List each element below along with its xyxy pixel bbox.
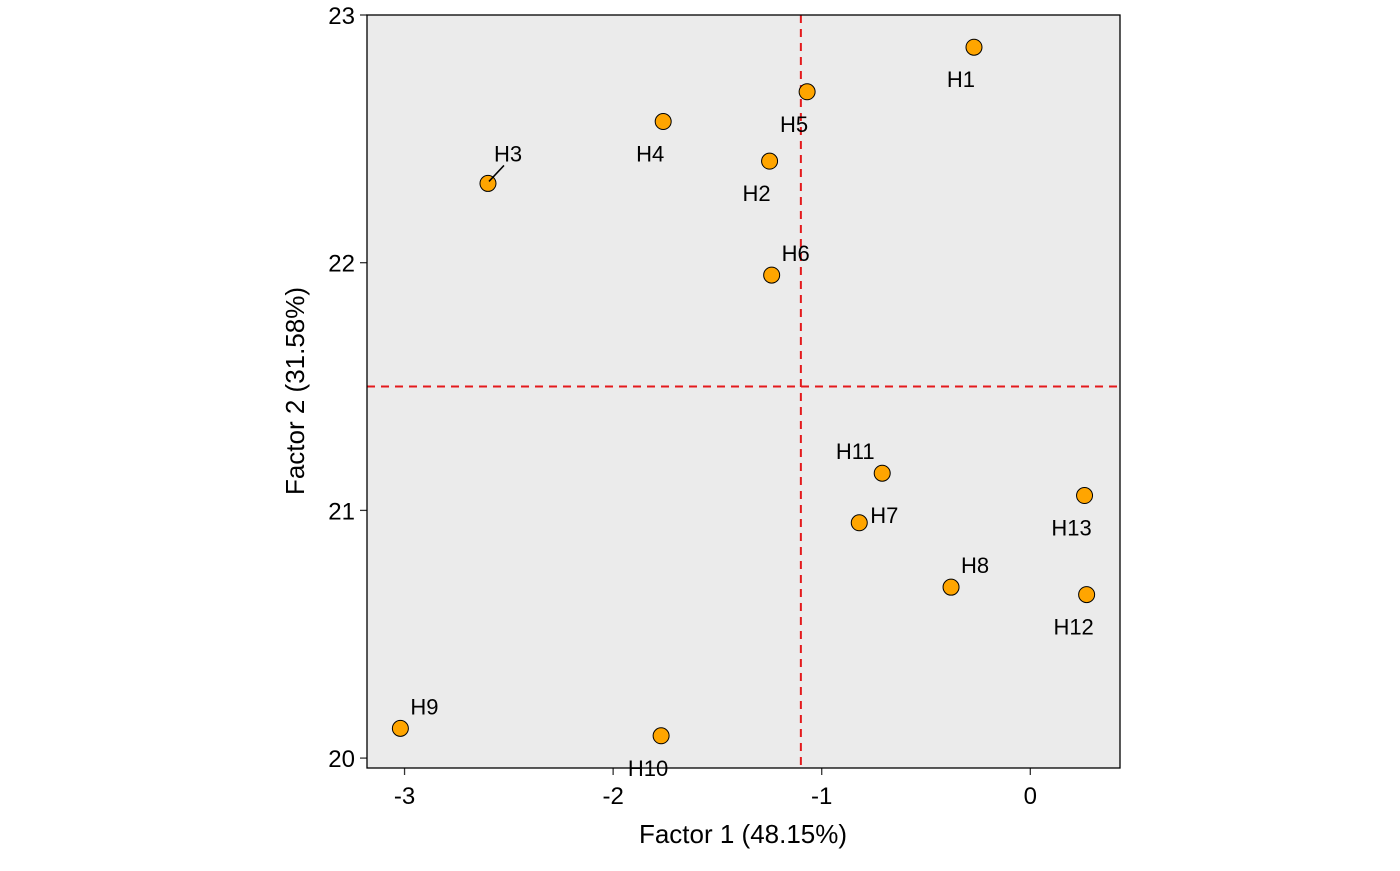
point-label: H9 [410, 694, 438, 719]
point-label: H11 [836, 439, 875, 464]
y-tick-label: 22 [328, 251, 355, 278]
y-tick-label: 23 [328, 3, 355, 30]
y-tick-label: 21 [328, 498, 355, 525]
point-label: H1 [947, 67, 975, 92]
point-label: H4 [636, 142, 664, 167]
x-tick-label: 0 [1024, 783, 1037, 810]
data-point-h7 [850, 514, 868, 532]
panel-border [366, 14, 1121, 769]
data-point-h10 [652, 727, 670, 745]
y-axis-ticks: 20 21 22 23 [328, 3, 367, 773]
data-point-h13 [1076, 487, 1094, 505]
data-point-h1 [965, 38, 983, 56]
data-point-h6 [763, 266, 781, 284]
data-point-h4 [654, 113, 672, 131]
data-point-h12 [1078, 586, 1096, 604]
data-point-h3 [479, 174, 497, 192]
x-tick-label: -2 [602, 783, 623, 810]
x-axis-ticks: -3 -2 -1 0 [394, 768, 1037, 810]
x-tick-label: -1 [811, 783, 832, 810]
point-label: H2 [743, 181, 771, 206]
point-label: H6 [782, 241, 810, 266]
x-axis-title: Factor 1 (48.15%) [639, 819, 847, 849]
y-axis-title: Factor 2 (31.58%) [280, 287, 310, 495]
label-leader-line [488, 164, 505, 182]
point-label: H12 [1053, 615, 1093, 640]
point-label: H7 [870, 503, 898, 528]
data-point-h11 [873, 464, 891, 482]
point-label: H13 [1051, 516, 1091, 541]
point-label: H8 [961, 553, 989, 578]
data-point-h2 [761, 152, 779, 170]
point-label: H3 [494, 141, 522, 166]
x-tick-label: -3 [394, 783, 415, 810]
point-label: H5 [780, 112, 808, 137]
data-point-h8 [942, 578, 960, 596]
panel-background [367, 15, 1120, 768]
data-point-h9 [391, 719, 409, 737]
data-point-h5 [798, 83, 816, 101]
y-tick-label: 20 [328, 746, 355, 773]
